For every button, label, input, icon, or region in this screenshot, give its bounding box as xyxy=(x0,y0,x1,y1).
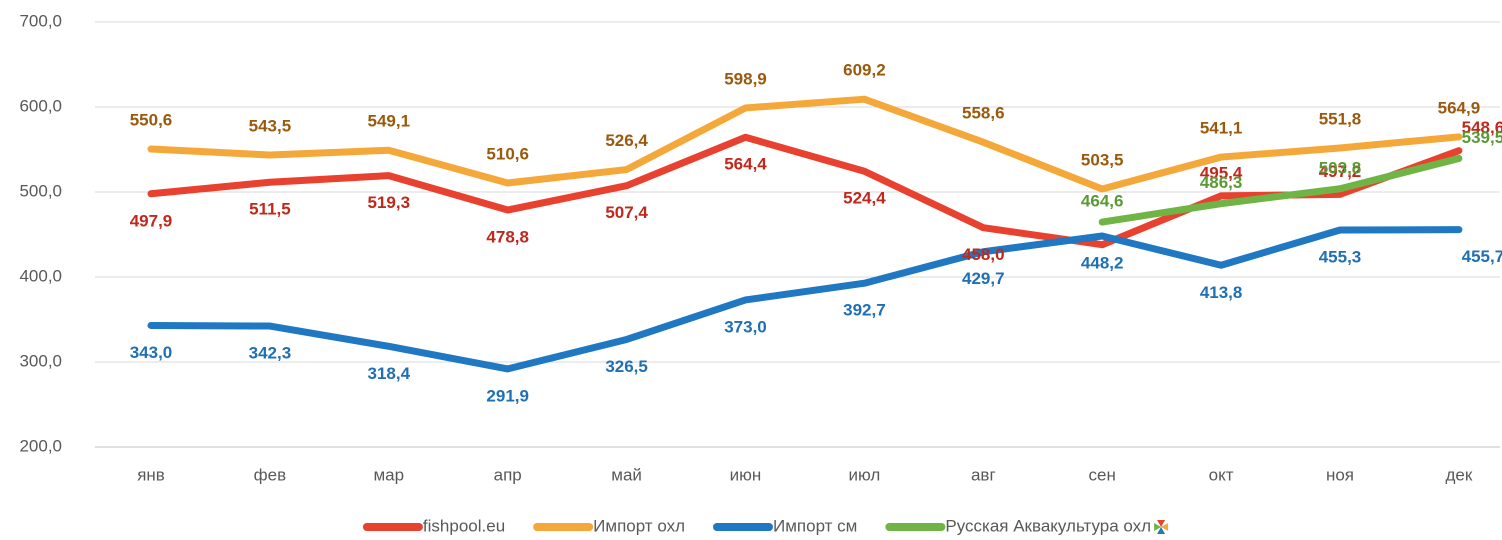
series-line xyxy=(147,226,1463,373)
series-line xyxy=(1098,154,1463,226)
data-label: 448,2 xyxy=(1081,254,1124,273)
x-tick-label: авг xyxy=(971,465,996,484)
data-label: 507,4 xyxy=(605,203,648,222)
data-label: 291,9 xyxy=(486,386,529,405)
data-label: 510,6 xyxy=(486,144,529,163)
y-tick-label: 500,0 xyxy=(19,181,62,200)
data-label: 511,5 xyxy=(249,200,291,219)
data-label: 550,6 xyxy=(130,110,173,129)
data-label: 564,4 xyxy=(724,155,767,174)
x-tick-label: ноя xyxy=(1326,465,1354,484)
data-label: 598,9 xyxy=(724,69,767,88)
data-label: 543,5 xyxy=(249,117,292,136)
data-label: 503,5 xyxy=(1081,151,1124,170)
data-label: 373,0 xyxy=(724,317,767,336)
icon-petal xyxy=(1157,520,1166,527)
data-label: 318,4 xyxy=(368,364,411,383)
data-label: 326,5 xyxy=(605,357,648,376)
data-label: 455,7 xyxy=(1462,247,1502,266)
icon-petal xyxy=(1161,523,1169,531)
data-label: 478,8 xyxy=(486,228,529,247)
x-tick-label: апр xyxy=(494,465,522,484)
x-tick-label: сен xyxy=(1089,465,1116,484)
data-label: 429,7 xyxy=(962,269,1005,288)
data-label: 541,1 xyxy=(1200,119,1243,138)
legend-icon xyxy=(1154,520,1169,534)
data-label: 549,1 xyxy=(368,112,411,131)
data-label: 343,0 xyxy=(130,343,173,362)
legend-label: fishpool.eu xyxy=(423,516,505,535)
icon-petal xyxy=(1157,527,1166,534)
data-label: 495,4 xyxy=(1200,163,1243,182)
x-tick-label: окт xyxy=(1209,465,1234,484)
y-tick-label: 200,0 xyxy=(19,436,62,455)
x-tick-label: июн xyxy=(730,465,762,484)
data-label: 526,4 xyxy=(605,131,648,150)
legend-label: Импорт охл xyxy=(593,516,685,535)
y-tick-label: 700,0 xyxy=(19,11,62,30)
data-label: 413,8 xyxy=(1200,283,1243,302)
data-label: 497,9 xyxy=(130,211,173,230)
data-label: 609,2 xyxy=(843,61,886,80)
data-label: 558,6 xyxy=(962,104,1005,123)
data-label: 548,6 xyxy=(1462,118,1502,137)
data-label: 486,3 xyxy=(1200,173,1243,192)
data-label: 524,4 xyxy=(843,189,886,208)
legend-label: Импорт см xyxy=(773,516,857,535)
x-tick-label: май xyxy=(611,465,642,484)
data-label: 497,2 xyxy=(1319,162,1362,181)
x-tick-label: июл xyxy=(849,465,881,484)
legend-label: Русская Аквакультура охл xyxy=(945,516,1151,535)
data-label: 392,7 xyxy=(843,301,886,320)
x-tick-label: янв xyxy=(137,465,165,484)
x-tick-label: фев xyxy=(254,465,286,484)
y-tick-label: 300,0 xyxy=(19,351,62,370)
data-label: 464,6 xyxy=(1081,192,1124,211)
data-label: 551,8 xyxy=(1319,109,1362,128)
data-label: 564,9 xyxy=(1438,98,1481,117)
data-label: 503,8 xyxy=(1319,158,1362,177)
legend: fishpool.eu Импорт охл Импорт см Русская Ак… xyxy=(362,516,1169,535)
data-label: 342,3 xyxy=(249,344,292,363)
icon-petal xyxy=(1154,523,1162,531)
data-label: 458,0 xyxy=(962,245,1005,264)
series-line xyxy=(147,95,1463,193)
x-tick-label: мар xyxy=(373,465,404,484)
data-label: 519,3 xyxy=(368,193,411,212)
y-tick-label: 400,0 xyxy=(19,266,62,285)
data-label: 455,3 xyxy=(1319,247,1362,266)
data-label: 539,5 xyxy=(1462,128,1502,147)
series-line xyxy=(147,133,1463,249)
x-tick-label: дек xyxy=(1445,465,1472,484)
y-tick-label: 600,0 xyxy=(19,96,62,115)
